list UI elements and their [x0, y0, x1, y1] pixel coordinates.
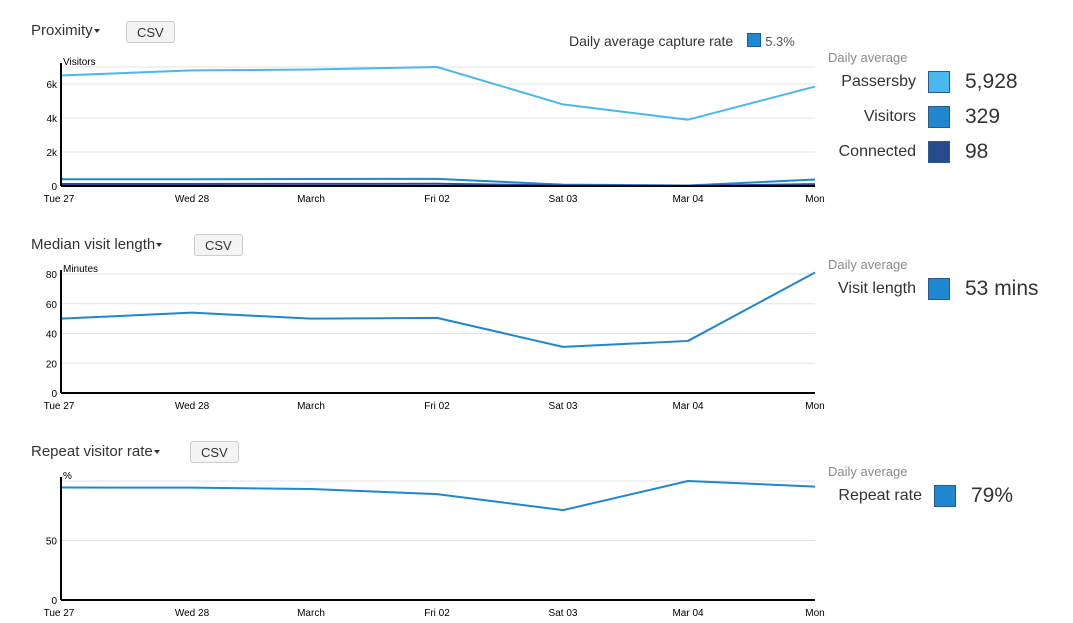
- chevron-down-icon: [93, 29, 100, 34]
- y-tick-label: 0: [51, 182, 57, 193]
- stat-label-passersby: Passersby: [841, 73, 916, 90]
- series-line-passersby: [60, 66, 816, 121]
- stat-label-visitors: Visitors: [863, 108, 916, 125]
- x-tick-label: Mar 04: [672, 194, 704, 205]
- capture-rate-value: 5.3%: [765, 34, 795, 49]
- stat-label-visit-length: Visit length: [838, 280, 916, 297]
- x-tick-label: Mon: [805, 401, 824, 412]
- x-tick-label: Wed 28: [175, 401, 210, 412]
- repeat-visitor-title-text: Repeat visitor rate: [31, 443, 153, 460]
- y-tick-label: 50: [46, 537, 58, 548]
- series-line-repeat-rate: [60, 480, 816, 512]
- y-tick-label: 20: [46, 359, 58, 370]
- x-tick-label: Tue 27: [44, 401, 75, 412]
- x-tick-label: Sat 03: [549, 608, 578, 619]
- proximity-title[interactable]: Proximity: [31, 22, 100, 39]
- stat-value-passersby: 5,928: [965, 70, 1018, 93]
- visit-length-title[interactable]: Median visit length: [31, 236, 163, 253]
- y-tick-label: 60: [46, 300, 58, 311]
- passersby-swatch: [928, 71, 950, 93]
- x-tick-label: Mar 04: [672, 401, 704, 412]
- y-axis-label: %: [63, 471, 72, 482]
- x-tick-label: Fri 02: [424, 608, 450, 619]
- x-tick-label: Fri 02: [424, 401, 450, 412]
- y-tick-label: 6k: [46, 80, 58, 91]
- visitors-swatch: [928, 106, 950, 128]
- visit-length-chart: 0 20 40 60 80 Minutes Tue 27 Wed 28 March Fri 02 S…: [44, 264, 825, 412]
- proximity-chart: 0 2k 4k 6k Visitors Tue 27 Wed 28 March Fri 02 Sa…: [44, 57, 825, 205]
- x-tick-label: Sat 03: [549, 194, 578, 205]
- visit-length-daily-average-label: Daily average: [828, 257, 908, 272]
- connected-swatch: [928, 141, 950, 163]
- chevron-down-icon: [153, 450, 160, 455]
- x-tick-label: Mon: [805, 194, 824, 205]
- x-tick-label: March: [297, 401, 325, 412]
- stat-label-repeat-rate: Repeat rate: [838, 487, 922, 504]
- repeat-visitor-csv-button[interactable]: CSV: [190, 441, 239, 463]
- repeat-chart: 0 50% Tue 27 Wed 28 March Fri 02 Sat 03 Mar 04 M…: [44, 471, 825, 619]
- x-tick-label: Sat 03: [549, 401, 578, 412]
- repeat-visitor-title[interactable]: Repeat visitor rate: [31, 443, 160, 460]
- y-tick-label: 0: [51, 389, 57, 400]
- capture-rate-label: Daily average capture rate: [569, 33, 734, 49]
- y-tick-label: 4k: [46, 114, 58, 125]
- repeat-rate-swatch: [934, 485, 956, 507]
- x-tick-label: Wed 28: [175, 608, 210, 619]
- proximity-csv-button[interactable]: CSV: [126, 21, 175, 43]
- y-tick-label: 80: [46, 270, 58, 281]
- x-tick-label: March: [297, 608, 325, 619]
- x-tick-label: Wed 28: [175, 194, 210, 205]
- stat-label-connected: Connected: [838, 143, 916, 160]
- proximity-daily-average-label: Daily average: [828, 50, 908, 65]
- y-tick-label: 0: [51, 596, 57, 607]
- capture-rate: Daily average capture rate 5.3%: [569, 33, 795, 49]
- x-tick-label: Tue 27: [44, 194, 75, 205]
- capture-rate-swatch: [747, 33, 762, 47]
- x-tick-label: Tue 27: [44, 608, 75, 619]
- visit-length-csv-button[interactable]: CSV: [194, 234, 243, 256]
- y-axis-label: Visitors: [63, 57, 96, 68]
- y-axis-label: Minutes: [63, 264, 98, 275]
- visit-length-swatch: [928, 278, 950, 300]
- stat-value-visitors: 329: [965, 105, 1001, 128]
- visit-length-title-text: Median visit length: [31, 236, 156, 253]
- chevron-down-icon: [156, 243, 163, 248]
- y-tick-label: 40: [46, 330, 58, 341]
- x-tick-label: Mar 04: [672, 608, 704, 619]
- stat-value-repeat-rate: 79%: [971, 484, 1014, 507]
- x-tick-label: Mon: [805, 608, 824, 619]
- x-tick-label: March: [297, 194, 325, 205]
- x-tick-label: Fri 02: [424, 194, 450, 205]
- stat-value-connected: 98: [965, 140, 989, 163]
- series-line-visit-length: [60, 271, 816, 348]
- repeat-daily-average-label: Daily average: [828, 464, 908, 479]
- stat-value-visit-length: 53 mins: [965, 277, 1039, 300]
- y-tick-label: 2k: [46, 148, 58, 159]
- proximity-title-text: Proximity: [31, 22, 93, 39]
